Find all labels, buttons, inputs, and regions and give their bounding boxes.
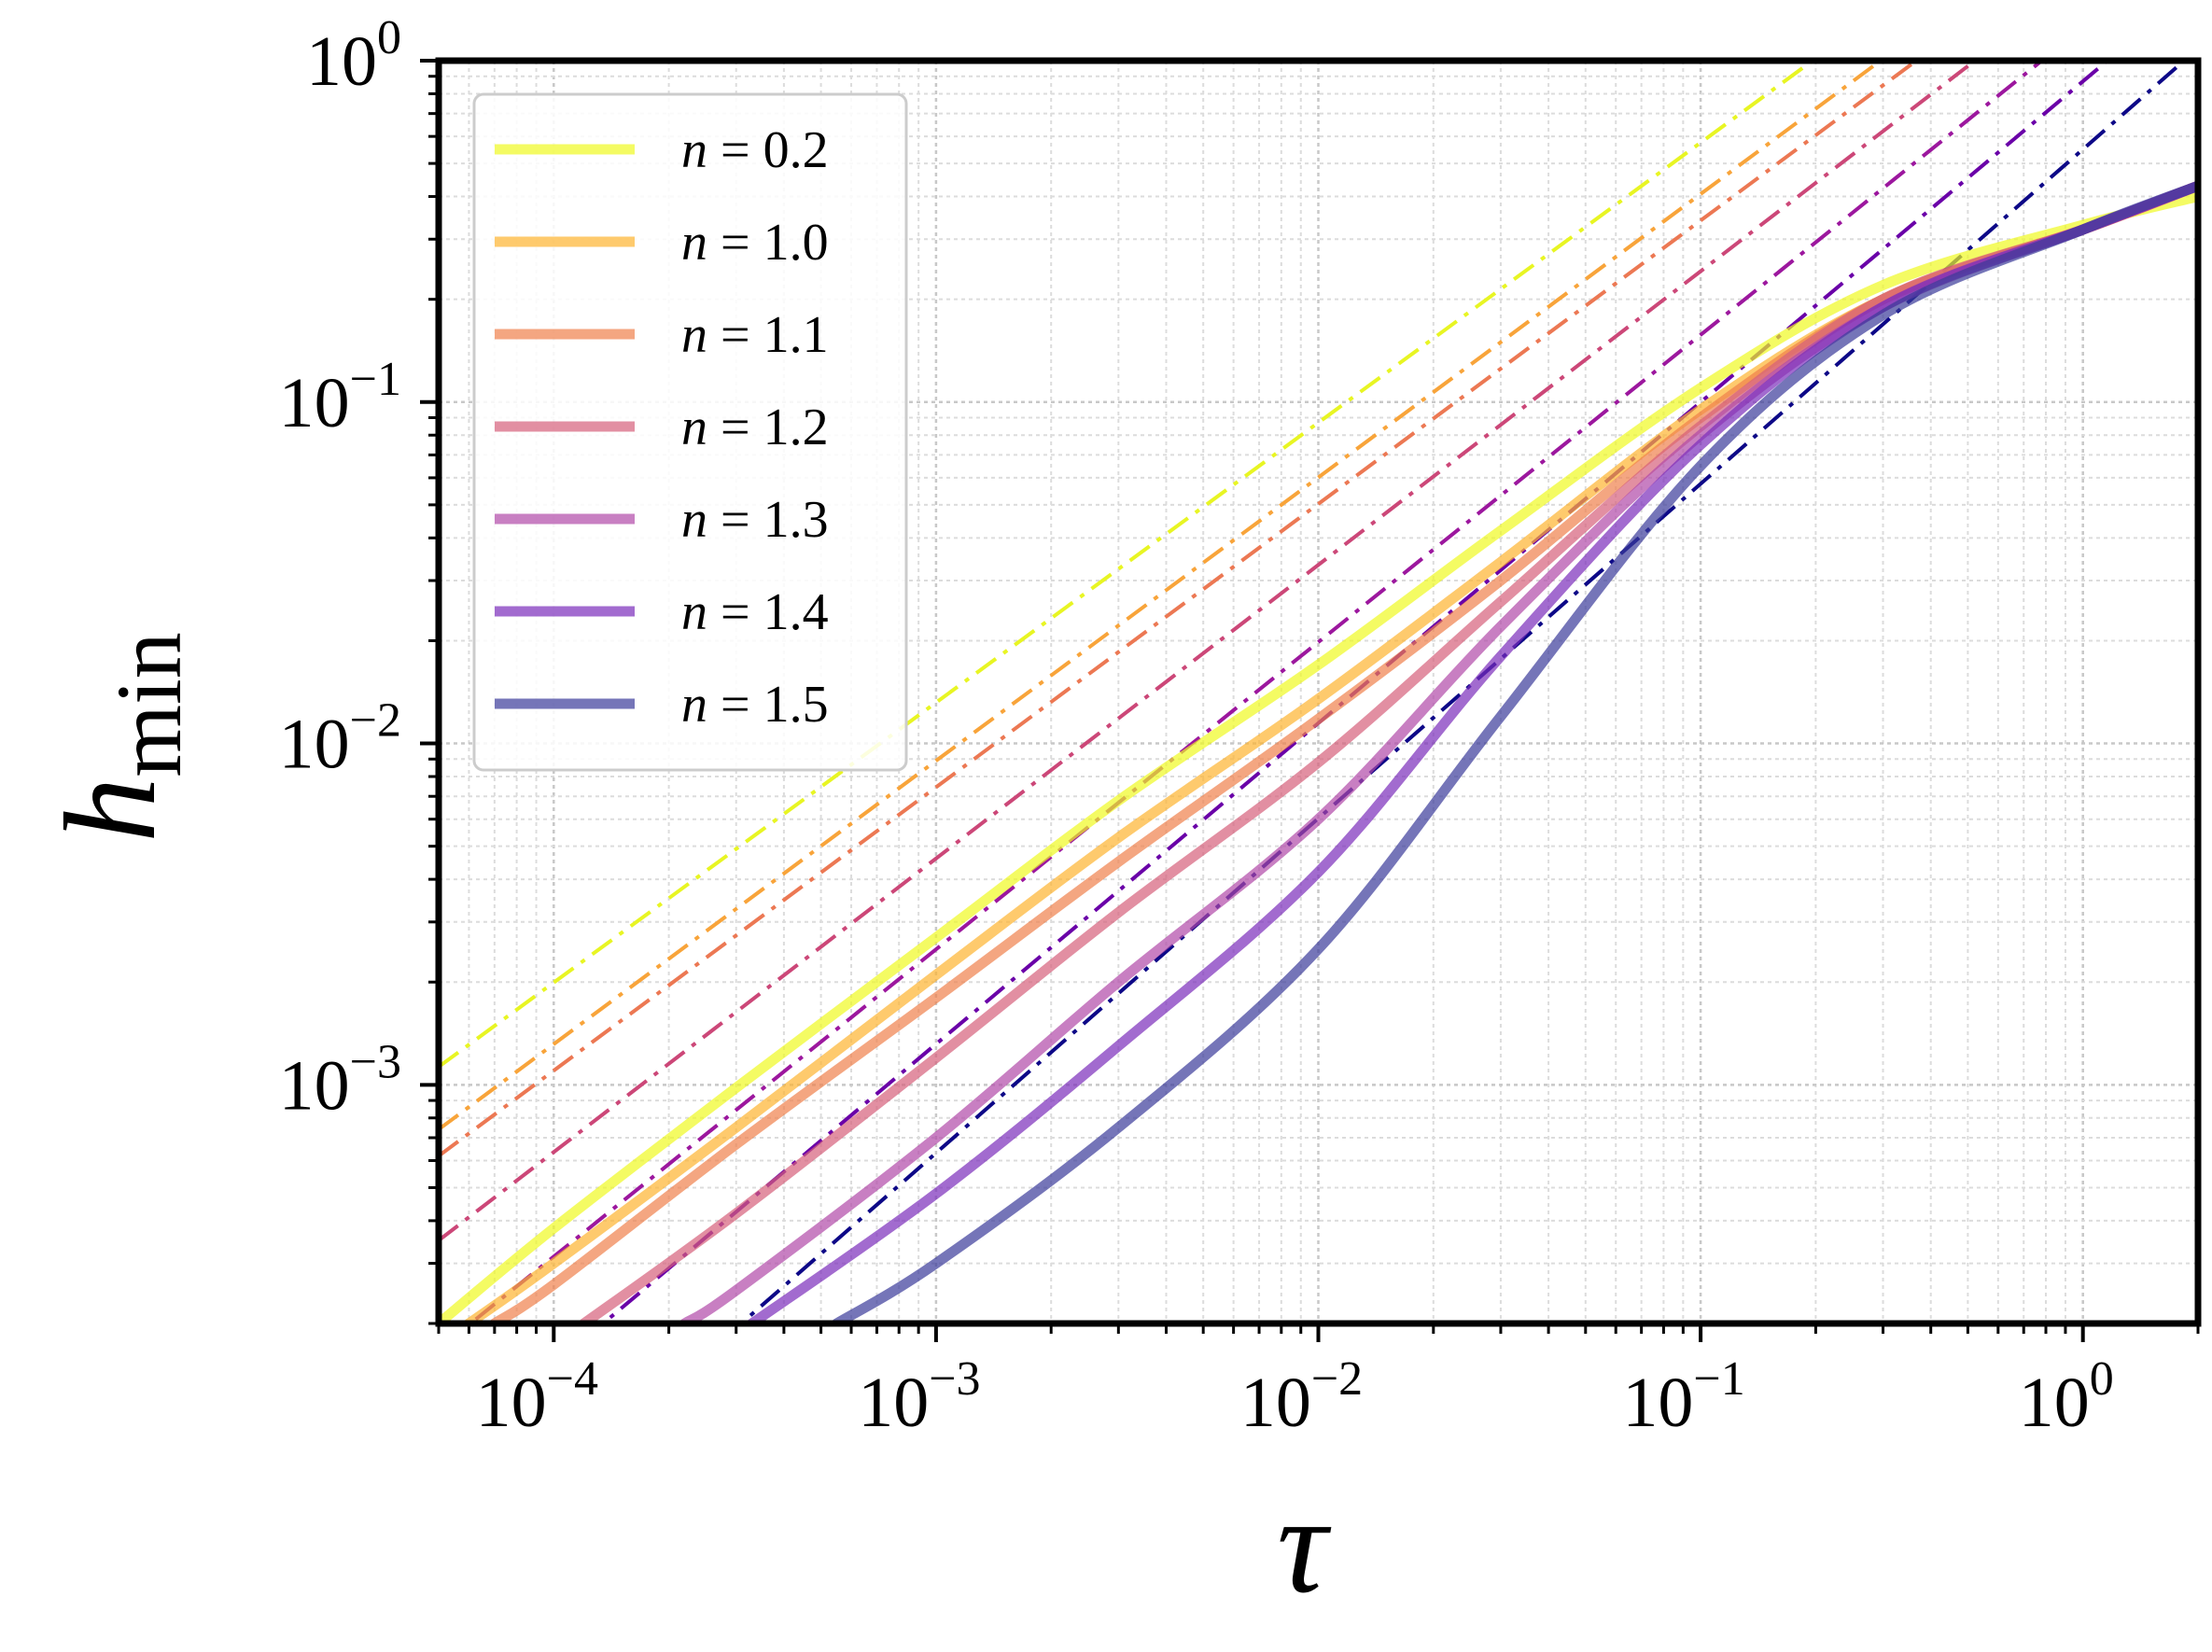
legend-label: n = 0.2	[681, 121, 829, 179]
y-tick-label: 10−2	[279, 694, 401, 784]
axis-ticks	[420, 59, 2200, 1342]
y-tick-label: 10−3	[279, 1035, 401, 1125]
x-tick-label-exponent: −1	[1693, 1352, 1744, 1406]
y-tick-label: 10−1	[279, 353, 401, 442]
legend-label-value: = 1.1	[707, 306, 829, 364]
legend-label: n = 1.3	[681, 491, 829, 549]
data-series	[439, 180, 2198, 1323]
legend-label-variable: n	[681, 214, 707, 272]
y-axis-label-main: h	[38, 777, 183, 843]
y-tick-label-exponent: 0	[377, 11, 401, 64]
legend-box	[472, 92, 908, 772]
fit-line	[439, 61, 1884, 1131]
y-tick-label-exponent: −1	[350, 353, 401, 406]
x-tick-label: 10−2	[1240, 1352, 1363, 1442]
x-tick-label-exponent: −4	[547, 1352, 598, 1406]
y-axis-label-sub: min	[97, 632, 201, 777]
series-line	[832, 180, 2198, 1323]
series-line	[679, 180, 2198, 1323]
x-tick-label-base: 10	[2019, 1364, 2090, 1442]
y-tick-label-base: 10	[279, 364, 350, 442]
x-tick-label-base: 10	[1622, 1364, 1693, 1442]
x-tick-label: 10−3	[858, 1352, 980, 1442]
legend-label-variable: n	[681, 491, 707, 549]
legend-label-value: = 1.4	[707, 583, 829, 641]
svg-text:hmin: hmin	[38, 632, 201, 843]
series-line	[439, 191, 2198, 1323]
legend-label-variable: n	[681, 121, 707, 179]
legend-label-value: = 0.2	[707, 121, 829, 179]
fit-line	[439, 61, 1920, 1158]
x-tick-label-exponent: 0	[2090, 1352, 2114, 1406]
x-tick-label-base: 10	[476, 1364, 547, 1442]
legend-label-value: = 1.5	[707, 676, 829, 734]
x-tick-label: 10−4	[476, 1352, 598, 1442]
legend: n = 0.2n = 1.0n = 1.1n = 1.2n = 1.3n = 1…	[472, 92, 908, 772]
legend-label: n = 1.2	[681, 399, 829, 456]
legend-label: n = 1.0	[681, 214, 829, 272]
x-tick-label-exponent: −3	[929, 1352, 980, 1406]
y-axis-label: hmin	[38, 632, 201, 843]
y-tick-label-exponent: −2	[350, 694, 401, 748]
y-tick-label-base: 10	[279, 1046, 350, 1125]
x-tick-label-base: 10	[1240, 1364, 1311, 1442]
legend-label-variable: n	[681, 583, 707, 641]
legend-label-variable: n	[681, 306, 707, 364]
y-tick-label-base: 10	[279, 706, 350, 784]
fit-line	[467, 61, 2045, 1323]
legend-label-value: = 1.2	[707, 399, 829, 456]
legend-label-value: = 1.3	[707, 491, 829, 549]
legend-label: n = 1.4	[681, 583, 829, 641]
x-tick-label: 10−1	[1622, 1352, 1744, 1442]
y-tick-label: 100	[306, 11, 401, 101]
x-tick-label-exponent: −2	[1311, 1352, 1363, 1406]
legend-label-variable: n	[681, 676, 707, 734]
x-tick-label: 100	[2019, 1352, 2114, 1442]
x-tick-label-base: 10	[858, 1364, 929, 1442]
fit-line	[439, 61, 1979, 1242]
y-tick-label-base: 10	[306, 22, 377, 101]
legend-label-value: = 1.0	[707, 214, 829, 272]
y-tick-label-exponent: −3	[350, 1035, 401, 1088]
legend-label-variable: n	[681, 399, 707, 456]
legend-label: n = 1.1	[681, 306, 829, 364]
legend-label: n = 1.5	[681, 676, 829, 734]
x-axis-label: τ	[1277, 1467, 1332, 1622]
